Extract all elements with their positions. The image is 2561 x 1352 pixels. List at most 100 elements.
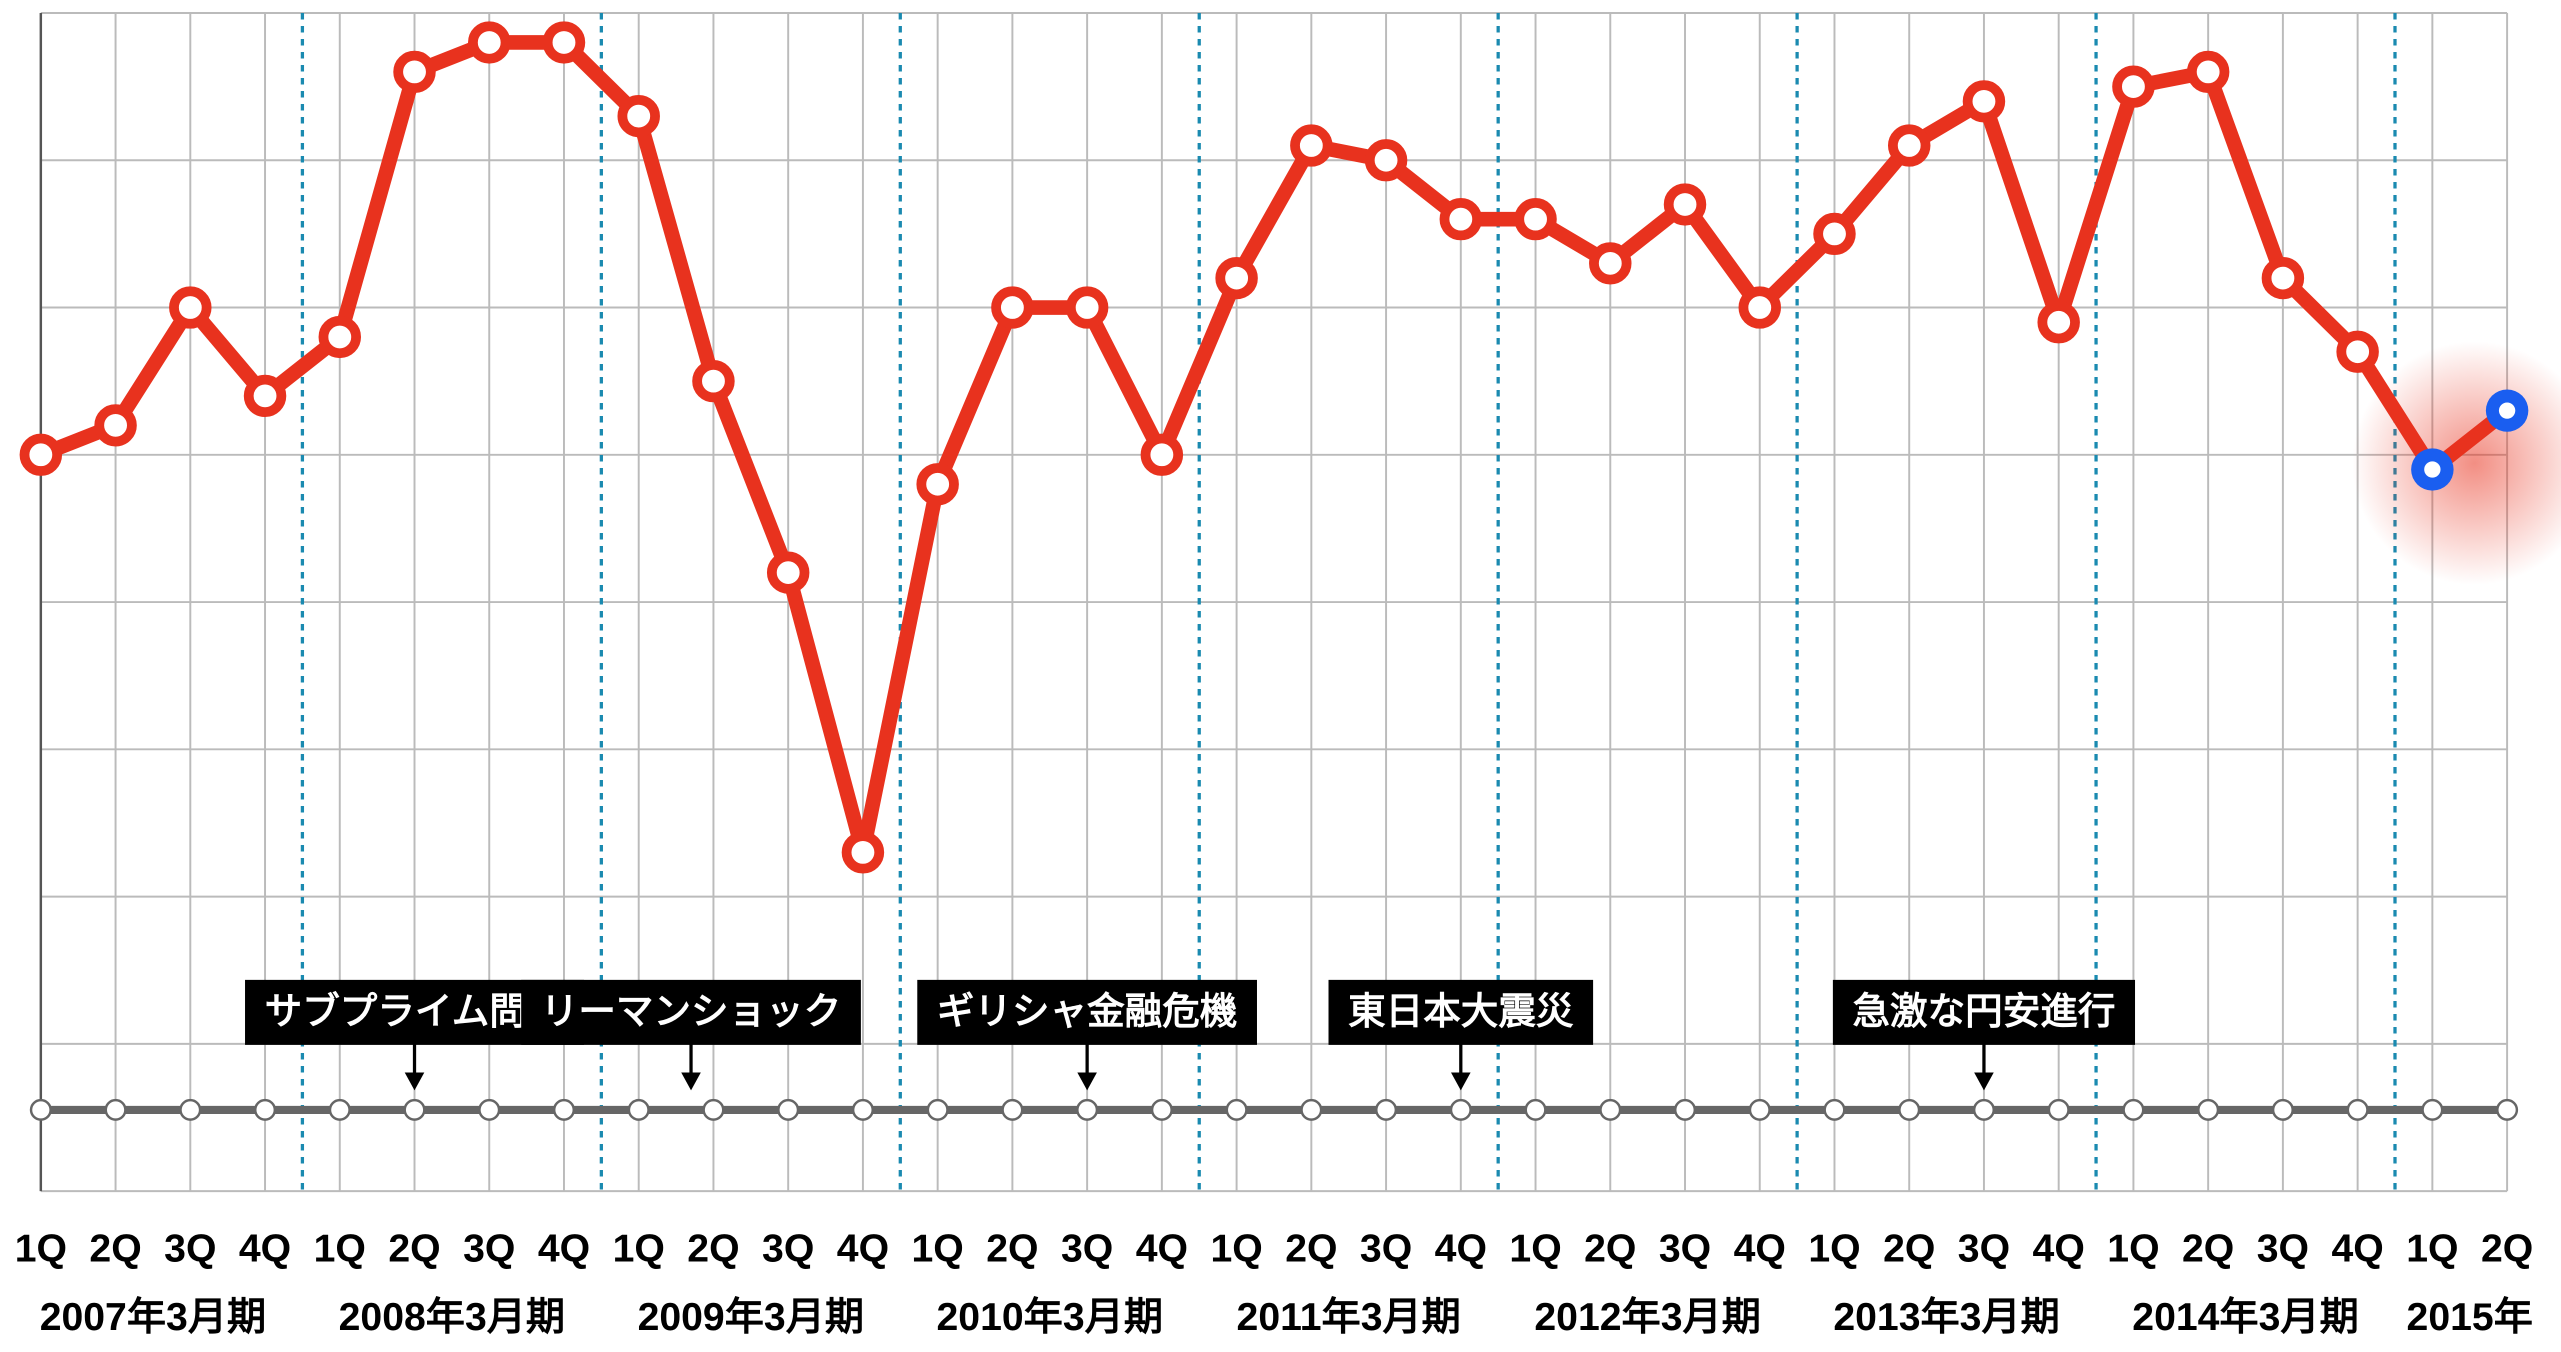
x-tick-label: 4Q bbox=[1435, 1228, 1487, 1271]
period-label: 2011年3月期 bbox=[1237, 1296, 1461, 1339]
timeline-dot bbox=[478, 1098, 501, 1121]
period-label: 2007年3月期 bbox=[40, 1296, 266, 1339]
point bbox=[1887, 124, 1931, 167]
event-label: 急激な円安進行 bbox=[1852, 990, 2115, 1032]
x-tick-label: 1Q bbox=[314, 1228, 366, 1271]
point bbox=[766, 551, 810, 594]
timeline-dot bbox=[926, 1098, 949, 1121]
point bbox=[19, 433, 63, 476]
period-label: 2008年3月期 bbox=[339, 1296, 565, 1339]
event-label: リーマンショック bbox=[541, 990, 842, 1032]
point bbox=[94, 404, 137, 447]
event-label: ギリシャ金融危機 bbox=[937, 990, 1238, 1032]
timeline-dot bbox=[1748, 1098, 1771, 1121]
x-tick-label: 1Q bbox=[912, 1228, 964, 1271]
timeline-dot bbox=[2496, 1098, 2519, 1121]
point bbox=[542, 21, 586, 64]
point bbox=[1364, 139, 1408, 182]
period-label: 2010年3月期 bbox=[937, 1296, 1163, 1339]
x-tick-label: 2Q bbox=[89, 1228, 141, 1271]
point bbox=[617, 94, 660, 138]
event-arrowhead bbox=[1974, 1072, 1994, 1091]
x-tick-label: 2Q bbox=[388, 1228, 440, 1271]
timeline-dot bbox=[1076, 1098, 1099, 1121]
highlight-glow bbox=[2351, 341, 2561, 585]
timeline-dot bbox=[851, 1098, 874, 1121]
timeline-dot bbox=[1524, 1098, 1547, 1121]
x-tick-label: 4Q bbox=[1734, 1228, 1786, 1271]
x-tick-label: 4Q bbox=[538, 1228, 590, 1271]
x-tick-label: 4Q bbox=[2033, 1228, 2085, 1271]
timeline-dot bbox=[104, 1098, 127, 1121]
event-label: 東日本大震災 bbox=[1348, 990, 1574, 1032]
timeline-dot bbox=[777, 1098, 800, 1121]
point bbox=[243, 374, 287, 418]
x-tick-label: 1Q bbox=[2107, 1228, 2159, 1271]
timeline-dot bbox=[1599, 1098, 1622, 1121]
timeline-dot bbox=[1972, 1098, 1995, 1121]
point bbox=[1439, 198, 1483, 241]
timeline-dot bbox=[29, 1098, 52, 1121]
x-tick-label: 4Q bbox=[1136, 1228, 1188, 1271]
point bbox=[916, 463, 959, 506]
timeline-dot bbox=[254, 1098, 277, 1121]
x-tick-label: 4Q bbox=[239, 1228, 291, 1271]
x-tick-label: 3Q bbox=[164, 1228, 216, 1271]
event-arrowhead bbox=[1451, 1072, 1471, 1091]
timeline-dot bbox=[179, 1098, 202, 1121]
x-tick-label: 1Q bbox=[1808, 1228, 1860, 1271]
timeline-dot bbox=[2197, 1098, 2220, 1121]
x-tick-label: 1Q bbox=[2406, 1228, 2458, 1271]
timeline-dot bbox=[1225, 1098, 1248, 1121]
event-arrowhead bbox=[404, 1072, 425, 1091]
period-label: 2009年3月期 bbox=[638, 1296, 864, 1339]
x-tick-label: 2Q bbox=[986, 1228, 1038, 1271]
period-label: 2013年3月期 bbox=[1833, 1296, 2059, 1339]
point bbox=[393, 50, 436, 94]
timeline-dot bbox=[2122, 1098, 2145, 1121]
timeline-dot bbox=[1375, 1098, 1398, 1121]
event-arrowhead bbox=[1077, 1072, 1097, 1091]
timeline-dot bbox=[2421, 1098, 2444, 1121]
x-tick-label: 2Q bbox=[2182, 1228, 2234, 1271]
timeline-dot bbox=[1898, 1098, 1921, 1121]
timeline-dot bbox=[702, 1098, 725, 1121]
point bbox=[1663, 183, 1707, 226]
point bbox=[692, 360, 735, 403]
event-box bbox=[521, 979, 861, 1045]
x-tick-label: 1Q bbox=[15, 1228, 67, 1271]
event-label: サブプライム問題 bbox=[265, 990, 565, 1032]
point bbox=[1962, 80, 2006, 123]
point bbox=[1589, 242, 1632, 285]
point bbox=[1813, 212, 1856, 256]
event-box bbox=[1328, 979, 1594, 1045]
x-tick-label: 4Q bbox=[2331, 1228, 2383, 1271]
point bbox=[1215, 256, 1258, 300]
x-tick-label: 2Q bbox=[2481, 1228, 2533, 1271]
point bbox=[2336, 330, 2379, 373]
period-label: 2015年 bbox=[2407, 1296, 2533, 1339]
x-tick-label: 2Q bbox=[687, 1228, 739, 1271]
timeline-dot bbox=[1673, 1098, 1697, 1121]
x-tick-label: 3Q bbox=[1360, 1228, 1412, 1271]
timeline-dot bbox=[328, 1098, 351, 1121]
point-center bbox=[2498, 402, 2516, 419]
timeline-dot bbox=[2047, 1098, 2070, 1121]
period-label: 2012年3月期 bbox=[1534, 1296, 1760, 1339]
point bbox=[2261, 256, 2305, 300]
timeline-dot bbox=[552, 1098, 576, 1121]
period-label: 2014年3月期 bbox=[2132, 1296, 2358, 1339]
point bbox=[1290, 124, 1333, 167]
x-tick-label: 3Q bbox=[762, 1228, 814, 1271]
point bbox=[1065, 286, 1109, 329]
timeline-dot bbox=[1449, 1098, 1472, 1121]
point bbox=[2112, 65, 2155, 108]
series-line bbox=[38, 35, 2512, 860]
x-tick-label: 2Q bbox=[1584, 1228, 1636, 1271]
x-tick-label: 3Q bbox=[2257, 1228, 2309, 1271]
point bbox=[169, 286, 212, 329]
timeline-dot bbox=[1300, 1098, 1323, 1121]
timeline-dot bbox=[2346, 1098, 2369, 1121]
